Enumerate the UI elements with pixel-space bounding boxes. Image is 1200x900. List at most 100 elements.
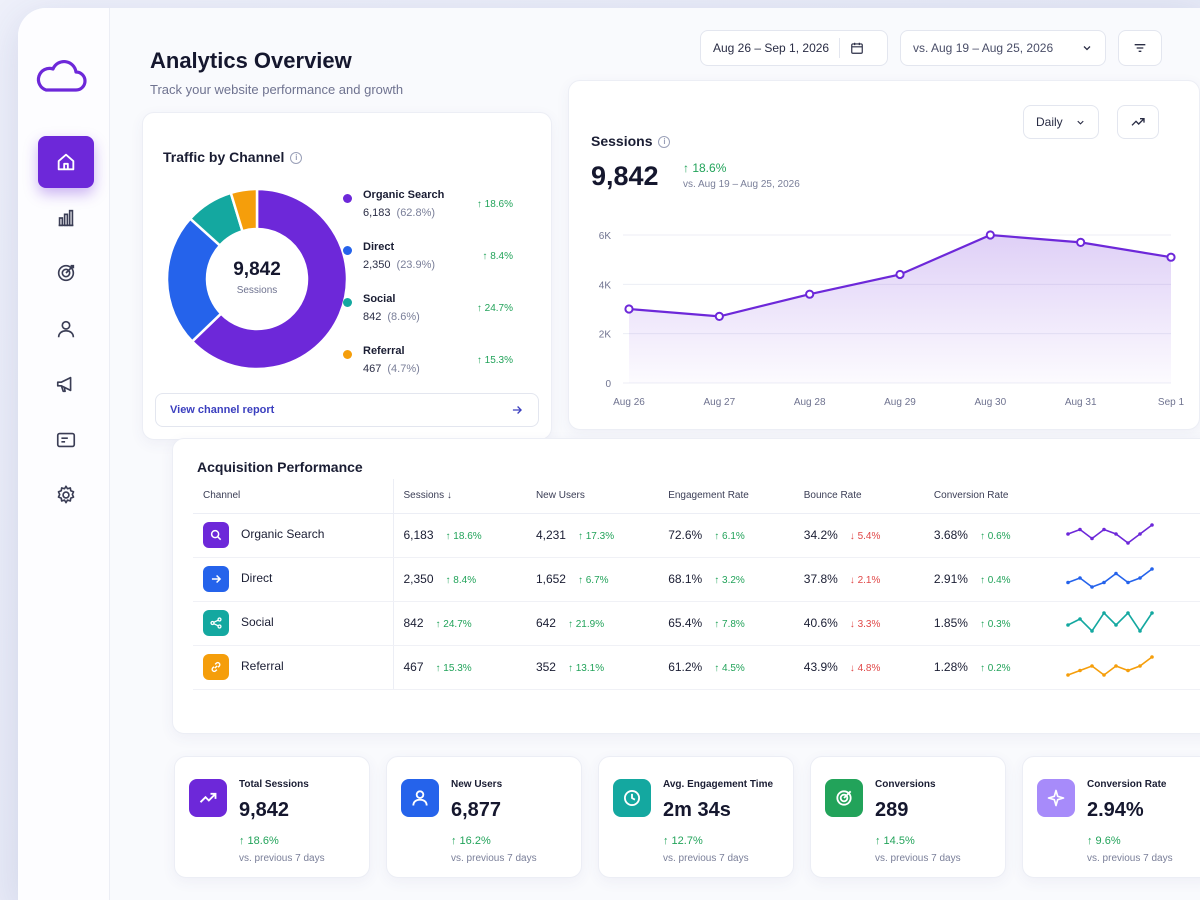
cell-change: ↑ 0.4% <box>979 575 1011 586</box>
donut-slice-referral[interactable] <box>229 187 259 233</box>
sidebar-item-reports[interactable] <box>38 192 94 244</box>
sessions-compare: vs. Aug 19 – Aug 25, 2026 <box>683 179 800 190</box>
sidebar-item-billing[interactable] <box>38 414 94 466</box>
kpi-value: 289 <box>875 799 909 821</box>
sidebar-item-goals[interactable] <box>38 247 94 299</box>
x-tick-label: Aug 29 <box>884 397 916 408</box>
donut-slice-organic-search[interactable] <box>190 187 349 371</box>
table-row[interactable]: Social 842 ↑ 24.7% 642 ↑ 21.9% 65.4% ↑ 7.8%… <box>193 601 1200 646</box>
new-users-cell: 1,652 ↑ 6.7% <box>525 557 659 602</box>
cell-value: 842 <box>403 616 424 630</box>
bounce-cell: 40.6% ↓ 3.3% <box>793 601 924 646</box>
sessions-point[interactable] <box>714 311 724 322</box>
traffic-donut-chart <box>165 187 349 371</box>
sessions-cell: 467 ↑ 15.3% <box>393 645 526 690</box>
cell-value: 40.6% <box>803 616 838 630</box>
link-icon <box>211 661 221 673</box>
engagement-cell: 65.4% ↑ 7.8% <box>658 601 794 646</box>
kpi-value: 9,842 <box>239 799 290 821</box>
sessions-point[interactable] <box>895 269 905 280</box>
cell-value: 2,350 <box>403 572 434 586</box>
channel-name: Social <box>241 615 274 630</box>
cloud-logo-icon[interactable] <box>32 58 88 96</box>
cell-change: ↑ 0.6% <box>979 531 1011 542</box>
legend-dot <box>343 246 352 255</box>
channel-name: Direct <box>241 571 273 586</box>
col-engagement-rate[interactable]: Engagement Rate <box>658 479 794 514</box>
info-icon[interactable]: i <box>290 152 303 165</box>
sparkline-point <box>1114 622 1118 627</box>
arrow-right-icon <box>211 574 222 584</box>
sessions-point[interactable] <box>1166 252 1176 262</box>
col-sessions[interactable]: Sessions ↓ <box>393 479 526 514</box>
sparkline-point <box>1078 575 1082 580</box>
col-conversion-rate[interactable]: Conversion Rate <box>923 479 1055 514</box>
col-channel[interactable]: Channel <box>193 479 394 514</box>
sessions-area <box>629 235 1171 383</box>
col-bounce-rate[interactable]: Bounce Rate <box>793 479 924 514</box>
table-row[interactable]: Referral 467 ↑ 15.3% 352 ↑ 13.1% 61.2% ↑ 4.… <box>193 645 1200 690</box>
chart-type-button[interactable] <box>1117 105 1159 139</box>
y-tick-label: 4K <box>599 280 612 291</box>
sparkline-point <box>1090 584 1094 589</box>
sessions-point[interactable] <box>805 289 815 299</box>
page-title: Analytics Overview <box>150 48 352 73</box>
table-row[interactable]: Direct 2,350 ↑ 8.4% 1,652 ↑ 6.7% 68.1% ↑ 3.… <box>193 557 1200 602</box>
sessions-point[interactable] <box>624 304 634 314</box>
y-tick-label: 0 <box>605 379 611 390</box>
sessions-point[interactable] <box>985 230 995 240</box>
acquisition-table: Channel Sessions ↓ New Users Engagement … <box>193 479 1200 690</box>
compare-range-label: vs. Aug 19 – Aug 25, 2026 <box>913 41 1054 55</box>
kpi-total-sessions: Total Sessions 9,842 ↑ 18.6% vs. previou… <box>174 756 370 878</box>
col-new-users[interactable]: New Users <box>525 479 659 514</box>
bounce-cell: 37.8% ↓ 2.1% <box>793 557 924 602</box>
kpi-compare: vs. previous 7 days <box>239 853 325 864</box>
home-icon <box>57 153 75 171</box>
date-range-label: Aug 26 – Sep 1, 2026 <box>713 41 830 55</box>
sparkline-point <box>1090 663 1094 668</box>
kpi-icon-box <box>189 779 227 817</box>
legend-value: 467 (4.7%) <box>363 363 420 375</box>
kpi-avg-engagement-time: Avg. Engagement Time 2m 34s ↑ 12.7% vs. … <box>598 756 794 878</box>
sparkline-point <box>1078 616 1082 621</box>
donut-slice-direct[interactable] <box>165 216 223 344</box>
legend-social: Social 842 (8.6%) ↑ 24.7% <box>343 293 513 333</box>
filter-button[interactable] <box>1118 30 1162 66</box>
engagement-cell: 72.6% ↑ 6.1% <box>658 513 794 558</box>
sessions-point[interactable] <box>1076 237 1086 247</box>
sidebar-item-home[interactable] <box>38 136 94 188</box>
sidebar-item-campaigns[interactable] <box>38 358 94 410</box>
sparkline-point <box>1114 663 1118 668</box>
legend-value: 842 (8.6%) <box>363 311 420 323</box>
compare-range-select[interactable]: vs. Aug 19 – Aug 25, 2026 <box>900 30 1106 66</box>
traffic-by-channel-card: Traffic by Channel i 9,842 Sessions Organ… <box>142 112 552 440</box>
trend-cell <box>1054 601 1200 646</box>
sidebar-item-settings[interactable] <box>38 469 94 521</box>
x-tick-label: Aug 26 <box>613 397 645 408</box>
card-icon <box>56 432 76 447</box>
sparkline <box>1066 654 1154 677</box>
cell-value: 6,183 <box>403 528 434 542</box>
legend-direct: Direct 2,350 (23.9%) ↑ 8.4% <box>343 241 513 281</box>
info-icon[interactable]: i <box>658 136 671 149</box>
engagement-cell: 61.2% ↑ 4.5% <box>658 645 794 690</box>
sparkline-point <box>1114 571 1118 575</box>
kpi-label: New Users <box>451 779 503 790</box>
period-select[interactable]: Daily <box>1023 105 1099 139</box>
sidebar <box>18 8 110 900</box>
legend-count: 2,350 <box>363 259 391 271</box>
cell-value: 37.8% <box>803 572 838 586</box>
sparkline-path <box>1067 523 1153 544</box>
cell-change: ↑ 17.3% <box>577 531 615 542</box>
bar-chart-icon <box>58 209 74 226</box>
sparkle-icon <box>1047 789 1065 807</box>
date-range-picker[interactable]: Aug 26 – Sep 1, 2026 <box>700 30 888 66</box>
trend-cell <box>1054 513 1200 558</box>
sparkline-point <box>1150 522 1154 527</box>
calendar-icon <box>851 42 863 54</box>
view-channel-report-link[interactable]: View channel report <box>155 393 539 427</box>
table-row[interactable]: Organic Search 6,183 ↑ 18.6% 4,231 ↑ 17.3%… <box>193 513 1200 558</box>
kpi-compare: vs. previous 7 days <box>1087 853 1173 864</box>
kpi-icon-box <box>401 779 439 817</box>
sidebar-item-audience[interactable] <box>38 303 94 355</box>
